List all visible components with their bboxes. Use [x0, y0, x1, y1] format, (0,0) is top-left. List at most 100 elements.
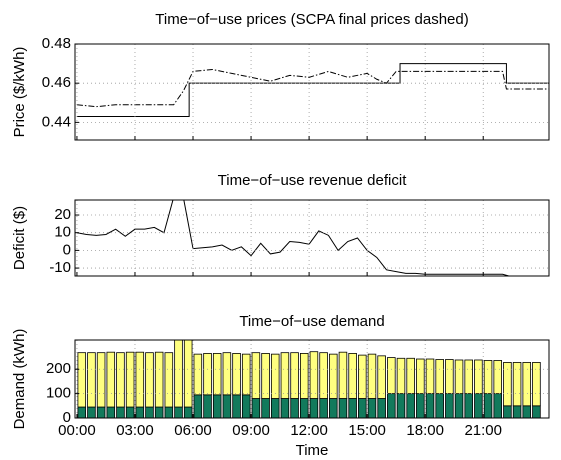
bar: [416, 358, 425, 395]
y-tick-label: 20: [54, 206, 71, 223]
bar: [145, 406, 154, 418]
bar: [358, 354, 367, 399]
bar: [329, 398, 338, 418]
y-axis-label: Deficit ($): [11, 206, 28, 270]
bar: [135, 406, 145, 418]
bar: [164, 352, 174, 408]
bar: [154, 351, 164, 408]
bar: [464, 359, 473, 395]
bar: [396, 357, 406, 395]
bar: [251, 352, 261, 399]
bar: [203, 353, 212, 396]
bar: [425, 358, 435, 395]
bar: [503, 362, 512, 407]
bar: [309, 398, 319, 418]
bar: [241, 394, 251, 418]
bar: [174, 406, 183, 418]
bar: [125, 406, 135, 418]
bar: [387, 393, 396, 418]
bar: [174, 340, 183, 408]
bar: [338, 398, 348, 418]
bar: [87, 352, 96, 408]
bar: [183, 340, 193, 408]
bar: [377, 398, 386, 418]
bar: [77, 352, 87, 408]
bar: [251, 398, 261, 418]
bar: [222, 352, 232, 396]
bar: [522, 362, 532, 407]
bar: [96, 352, 106, 408]
bar: [270, 398, 280, 418]
y-tick-label: 0.44: [42, 113, 71, 130]
bar: [106, 351, 116, 408]
bar: [154, 406, 164, 418]
bar: [299, 398, 309, 418]
bar: [106, 406, 116, 418]
x-axis-label: Time: [296, 442, 329, 459]
plot-area: [77, 340, 541, 418]
y-axis-label: Demand (kWh): [11, 329, 28, 430]
bar: [435, 393, 444, 418]
bar: [145, 352, 154, 408]
bar: [512, 362, 522, 407]
bar: [512, 405, 522, 418]
bar: [416, 393, 425, 418]
bar: [445, 359, 454, 395]
bar: [309, 351, 319, 399]
bar: [464, 393, 473, 418]
bar: [319, 352, 328, 399]
bar: [116, 352, 125, 408]
bar: [454, 393, 464, 418]
y-axis-label: Price ($/kWh): [11, 47, 28, 138]
axes-frame: [74, 199, 550, 277]
line: [76, 68, 549, 108]
bar: [261, 398, 270, 418]
bar: [358, 398, 367, 418]
bar: [280, 352, 290, 399]
y-tick-label: 0: [63, 409, 71, 426]
bar: [396, 393, 406, 418]
line: [76, 63, 549, 117]
y-tick-label: -10: [49, 259, 71, 276]
bar: [135, 351, 145, 408]
bar: [406, 357, 415, 395]
bar: [290, 398, 299, 418]
bar: [348, 353, 357, 399]
bar: [367, 353, 377, 399]
bar: [493, 393, 503, 418]
bar: [454, 359, 464, 395]
bar: [532, 362, 541, 407]
bar: [445, 393, 454, 418]
bar: [483, 360, 493, 395]
bar: [319, 398, 328, 418]
bar: [290, 352, 299, 399]
bar: [212, 394, 222, 418]
bar: [338, 351, 348, 399]
bar: [483, 393, 493, 418]
bar: [193, 394, 203, 418]
bar: [532, 405, 541, 418]
bar: [493, 360, 503, 395]
bar: [474, 393, 483, 418]
bar: [241, 353, 251, 396]
bar: [522, 405, 532, 418]
y-tick-label: 0: [63, 241, 71, 258]
plot-area: [76, 63, 549, 117]
bar: [280, 398, 290, 418]
bar: [212, 353, 222, 396]
bar: [87, 406, 96, 418]
y-tick-label: 0.48: [42, 35, 71, 52]
bar: [77, 406, 87, 418]
bar: [329, 353, 338, 399]
bar: [193, 353, 203, 396]
axes-frame: [74, 43, 550, 141]
y-tick-label: 0.46: [42, 74, 71, 91]
bar: [406, 393, 415, 418]
bar: [299, 353, 309, 399]
x-tick-label: 09:00: [232, 422, 270, 439]
bar: [203, 394, 212, 418]
axes-frame: [74, 339, 550, 419]
bar: [503, 405, 512, 418]
x-tick-label: 15:00: [348, 422, 386, 439]
